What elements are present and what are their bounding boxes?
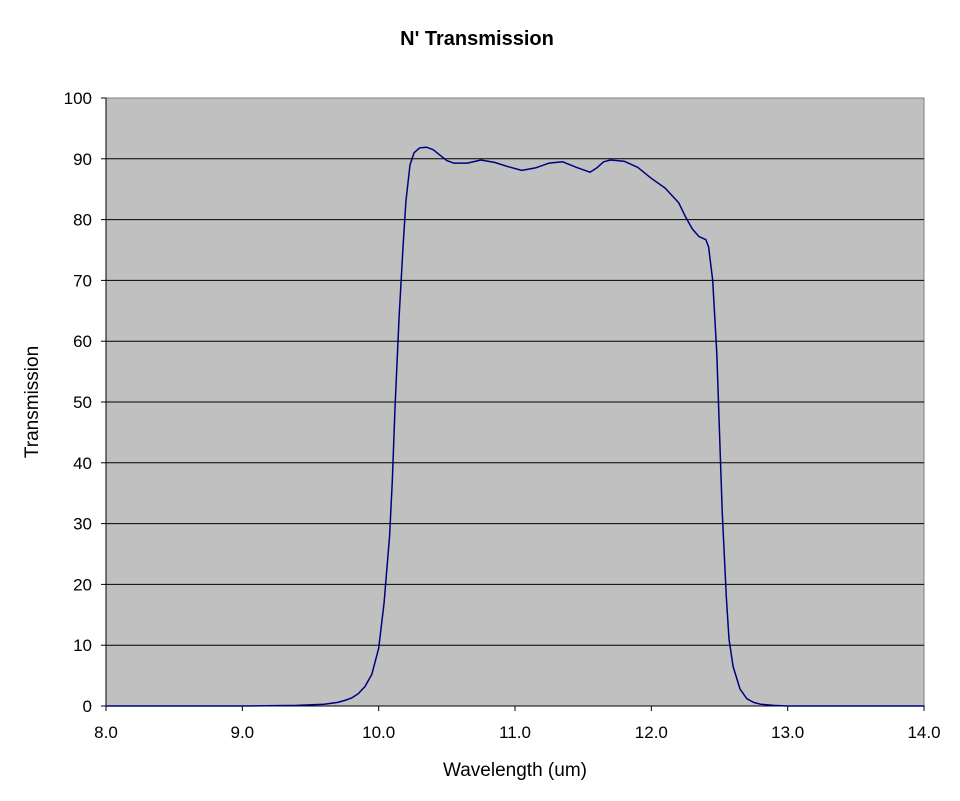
series-line <box>105 146 925 707</box>
y-tick-label: 90 <box>73 150 92 169</box>
y-tick-label: 20 <box>73 575 92 594</box>
y-tick-label: 30 <box>73 515 92 534</box>
x-tick-label: 12.0 <box>635 723 668 742</box>
y-tick-label: 70 <box>73 271 92 290</box>
x-axis-label: Wavelength (um) <box>443 760 587 781</box>
y-tick-label: 50 <box>73 393 92 412</box>
y-axis: 0 10 20 30 40 50 60 70 80 90 100 <box>64 89 107 716</box>
x-tick-label: 13.0 <box>771 723 804 742</box>
y-tick-label: 0 <box>83 697 92 716</box>
y-tick-label: 60 <box>73 332 92 351</box>
grid-lines <box>106 158 924 646</box>
y-tick-label: 10 <box>73 636 92 655</box>
y-tick-label: 80 <box>73 211 92 230</box>
x-axis: 8.0 9.0 10.0 11.0 12.0 13.0 14.0 <box>94 705 941 742</box>
y-tick-label: 40 <box>73 454 92 473</box>
x-tick-label: 9.0 <box>231 723 255 742</box>
x-tick-label: 11.0 <box>499 723 531 742</box>
x-tick-label: 14.0 <box>907 723 940 742</box>
x-tick-label: 10.0 <box>362 723 395 742</box>
y-axis-label: Transmission <box>22 346 43 458</box>
y-tick-label: 100 <box>64 89 92 108</box>
series-layer <box>105 146 925 707</box>
x-tick-label: 8.0 <box>94 723 118 742</box>
chart-title: N' Transmission <box>400 28 554 50</box>
